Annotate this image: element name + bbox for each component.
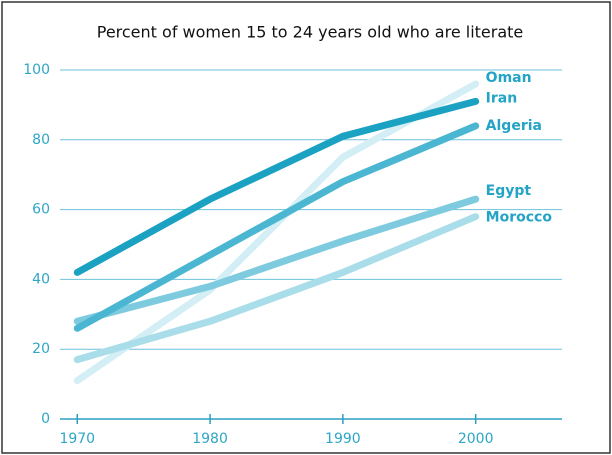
y-tick-label: 20	[32, 341, 50, 357]
x-tick-label: 1980	[192, 431, 228, 447]
y-tick-label: 80	[32, 132, 50, 148]
y-tick-label: 100	[23, 62, 50, 78]
series-line	[73, 213, 480, 364]
x-tick-label: 1990	[325, 431, 361, 447]
series-line	[73, 97, 480, 276]
x-tick-label: 1970	[59, 431, 95, 447]
y-tick-label: 60	[32, 202, 50, 218]
chart-title: Percent of women 15 to 24 years old who …	[97, 23, 524, 42]
series-label: Algeria	[486, 118, 542, 134]
series-label: Egypt	[486, 183, 532, 199]
series-label: Morocco	[486, 210, 553, 226]
y-tick-label: 40	[32, 271, 50, 287]
series-label: Iran	[486, 90, 518, 106]
series-label: Oman	[486, 70, 532, 86]
y-tick-label: 0	[41, 411, 50, 427]
series-line	[73, 122, 480, 332]
x-tick-label: 2000	[458, 431, 494, 447]
series-line	[73, 195, 480, 325]
